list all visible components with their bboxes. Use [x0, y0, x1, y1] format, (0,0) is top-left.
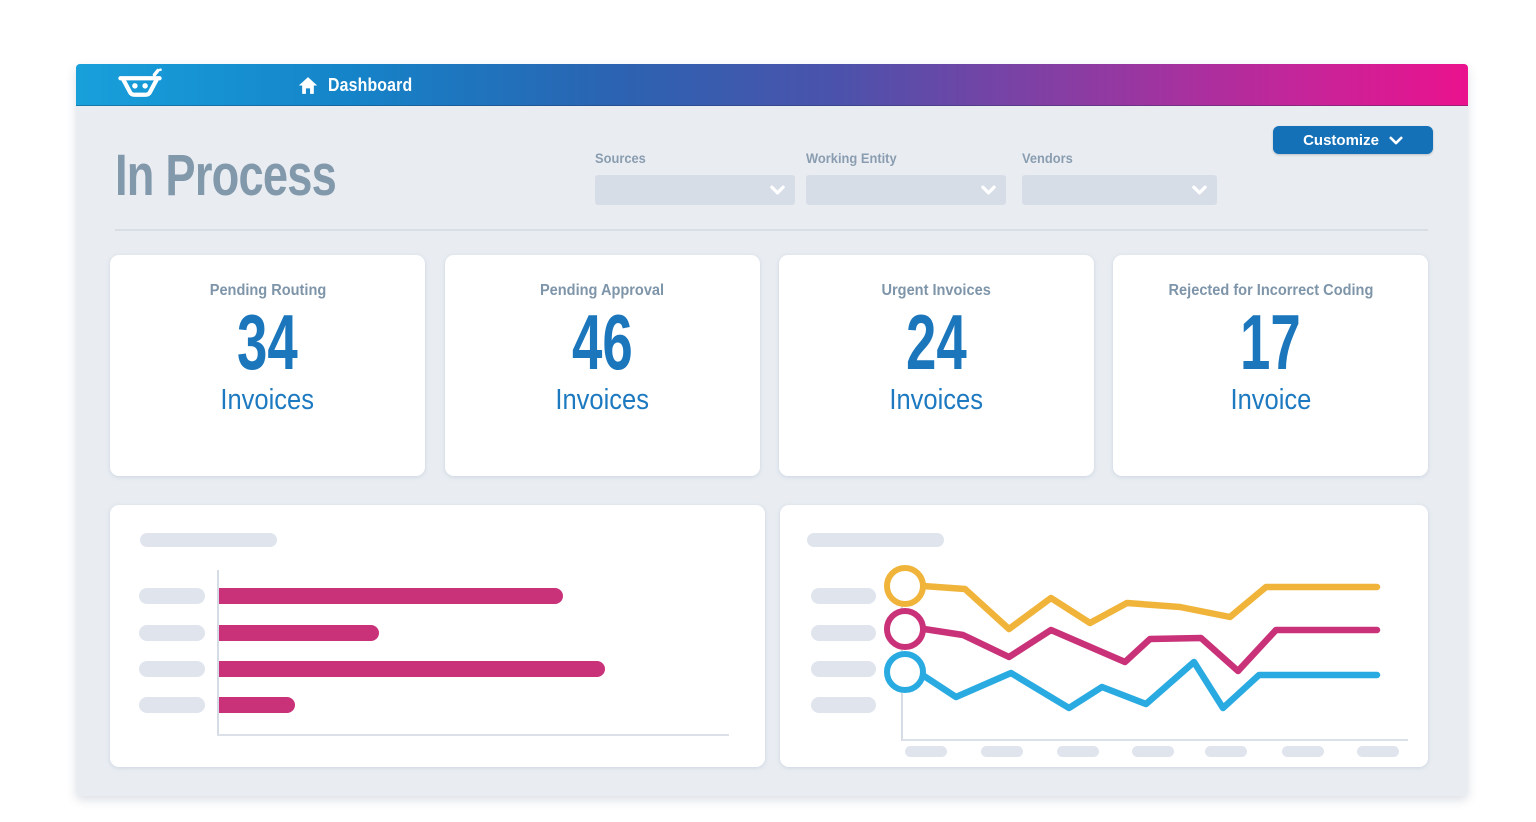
- brand-logo[interactable]: [114, 68, 166, 102]
- stat-label: Urgent Invoices: [881, 282, 992, 299]
- page-title: In Process: [115, 143, 337, 208]
- stat-label: Rejected for Incorrect Coding: [1168, 282, 1373, 299]
- content-area: In Process Customize Sources Working Ent…: [76, 106, 1468, 796]
- header-divider: [115, 229, 1428, 231]
- filter-working-entity: Working Entity: [806, 150, 1006, 205]
- x-tick-placeholder: [1205, 746, 1247, 757]
- customize-button-label: Customize: [1303, 131, 1379, 149]
- bar: [219, 588, 563, 604]
- y-axis-line: [217, 570, 219, 736]
- series-magenta-line: [920, 625, 1381, 675]
- filter-vendors-label: Vendors: [1022, 150, 1073, 166]
- chart-title-placeholder: [140, 533, 277, 547]
- line-chart-card: [780, 505, 1428, 767]
- stat-value: 17: [1240, 298, 1301, 386]
- stat-value: 24: [906, 298, 967, 386]
- x-tick-placeholder: [905, 746, 947, 757]
- series-magenta-marker: [884, 608, 926, 650]
- home-icon: [298, 76, 318, 94]
- label-placeholder: [139, 697, 205, 713]
- bar: [219, 625, 379, 641]
- chevron-down-icon: [981, 185, 996, 195]
- filter-sources: Sources: [595, 150, 795, 205]
- series-blue-line: [920, 658, 1381, 712]
- filter-vendors: Vendors: [1022, 150, 1217, 205]
- stat-label: Pending Approval: [540, 282, 665, 299]
- x-tick-placeholder: [1132, 746, 1174, 757]
- x-axis-line: [217, 734, 729, 736]
- stat-label: Pending Routing: [209, 282, 326, 299]
- chevron-down-icon: [770, 185, 785, 195]
- top-bar: Dashboard: [76, 64, 1468, 106]
- stat-card-pending-approval: Pending Approval 46 Invoices: [445, 255, 760, 476]
- sources-select[interactable]: [595, 175, 795, 205]
- series-yellow-marker: [884, 565, 926, 607]
- stat-unit: Invoice: [1230, 383, 1311, 416]
- stat-value: 34: [237, 298, 298, 386]
- legend-placeholder: [811, 588, 876, 604]
- line-chart-svg: [884, 565, 1408, 741]
- x-tick-placeholder: [1282, 746, 1324, 757]
- customize-button[interactable]: Customize: [1273, 126, 1433, 154]
- bar: [219, 697, 295, 713]
- dashboard-app: Dashboard In Process Customize Sources W…: [76, 64, 1468, 796]
- x-tick-placeholder: [1357, 746, 1399, 757]
- vendors-select[interactable]: [1022, 175, 1217, 205]
- nav-dashboard[interactable]: Dashboard: [298, 64, 424, 106]
- series-yellow-line: [919, 582, 1381, 633]
- filter-working-entity-label: Working Entity: [806, 150, 897, 166]
- label-placeholder: [139, 661, 205, 677]
- legend-placeholder: [811, 625, 876, 641]
- x-tick-placeholder: [981, 746, 1023, 757]
- filter-sources-label: Sources: [595, 150, 646, 166]
- stat-unit: Invoices: [889, 383, 984, 416]
- label-placeholder: [139, 588, 205, 604]
- chevron-down-icon: [1389, 136, 1403, 144]
- series-blue-marker: [884, 651, 926, 693]
- chart-title-placeholder: [807, 533, 944, 547]
- basket-logo-icon: [118, 68, 162, 97]
- stat-value: 46: [572, 298, 633, 386]
- stat-unit: Invoices: [555, 383, 650, 416]
- x-tick-placeholder: [1057, 746, 1099, 757]
- stat-card-pending-routing: Pending Routing 34 Invoices: [110, 255, 425, 476]
- legend-placeholder: [811, 661, 876, 677]
- working-entity-select[interactable]: [806, 175, 1006, 205]
- bar: [219, 661, 605, 677]
- nav-dashboard-label: Dashboard: [328, 74, 413, 95]
- stat-card-urgent-invoices: Urgent Invoices 24 Invoices: [779, 255, 1094, 476]
- chevron-down-icon: [1192, 185, 1207, 195]
- legend-placeholder: [811, 697, 876, 713]
- label-placeholder: [139, 625, 205, 641]
- stat-card-rejected-coding: Rejected for Incorrect Coding 17 Invoice: [1113, 255, 1428, 476]
- stat-unit: Invoices: [220, 383, 315, 416]
- bar-chart-card: [110, 505, 765, 767]
